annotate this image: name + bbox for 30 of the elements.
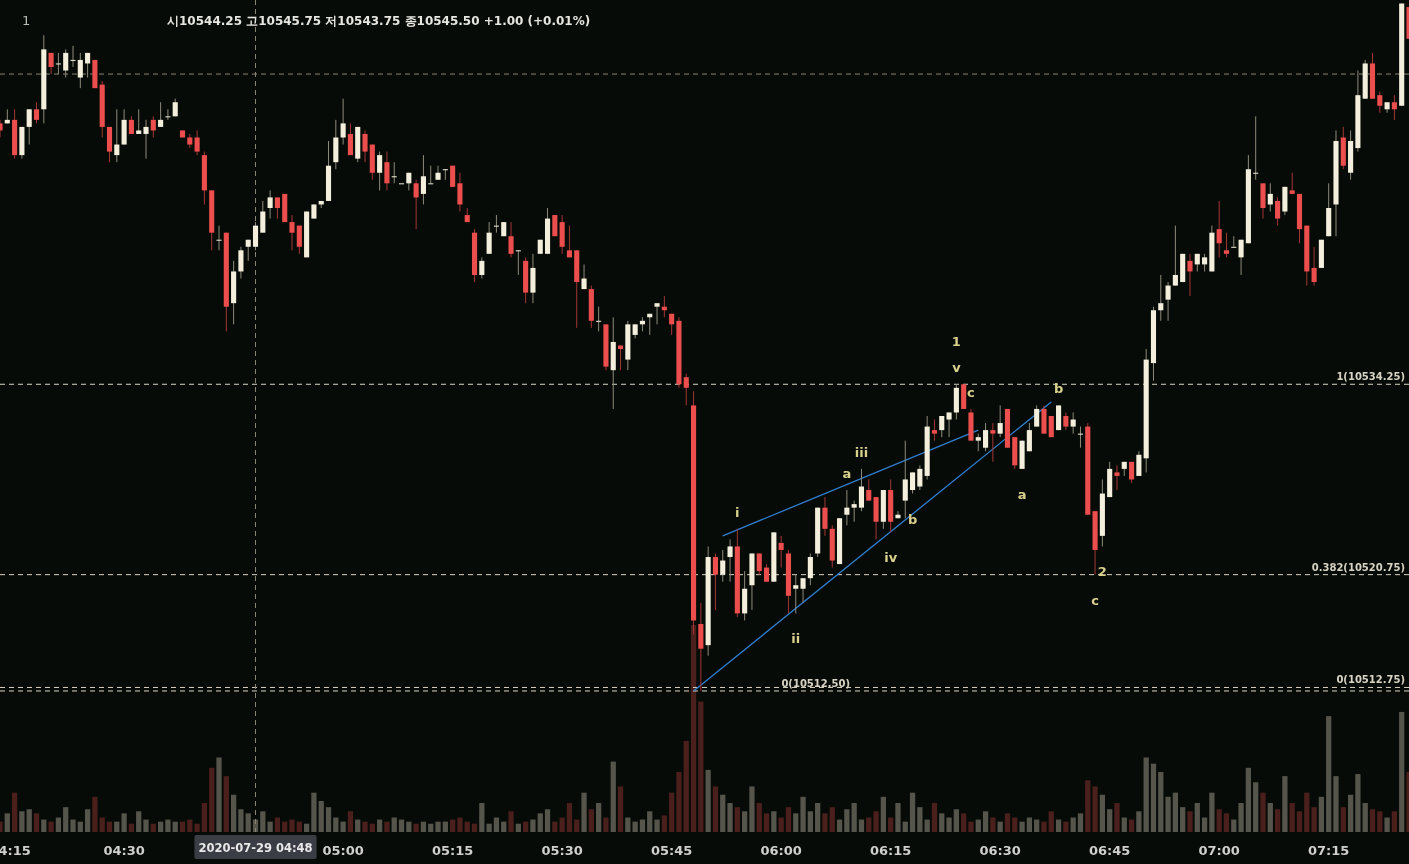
x-tick-label: 05:00 <box>322 843 364 858</box>
annotation: b <box>1053 381 1064 397</box>
text: 시10544.25 고10545.75 저10543.75 종10545.50 +1.00 (+0.01%) <box>167 14 591 28</box>
annotation: a <box>842 466 852 482</box>
annotation: a <box>1017 486 1027 502</box>
annotation: v <box>952 360 962 376</box>
text: 1 <box>22 13 31 28</box>
x-tick-label: 06:45 <box>1088 843 1131 858</box>
annotation: c <box>1091 592 1099 608</box>
ref-line-label: 0.382(10520.75) <box>1311 561 1405 573</box>
x-tick-label: 04:30 <box>103 843 145 858</box>
x-tick-label: 06:00 <box>760 843 802 858</box>
annotation: iv <box>884 550 898 566</box>
ref-line-label: 2020-07-29 04:48 <box>198 841 313 855</box>
annotation: ii <box>791 631 801 647</box>
x-tick-label: 07:15 <box>1308 843 1350 858</box>
ref-line-label: 0(10512.50) <box>781 677 850 689</box>
ref-line-label: 0(10512.75) <box>1336 674 1405 686</box>
ref-line-label: 1(10534.25) <box>1336 371 1405 383</box>
annotation: b <box>907 511 918 527</box>
x-tick-label: 05:45 <box>650 843 693 858</box>
x-tick-label: 06:15 <box>869 843 912 858</box>
annotation: i <box>735 504 740 520</box>
x-tick-label: 05:30 <box>541 843 583 858</box>
annotation: c <box>967 384 975 400</box>
x-tick-label: 05:15 <box>431 843 474 858</box>
annotation: iii <box>854 444 869 460</box>
x-tick-label: 07:00 <box>1198 843 1240 858</box>
x-tick-label: 06:30 <box>979 843 1021 858</box>
annotation: 1 <box>951 334 961 350</box>
